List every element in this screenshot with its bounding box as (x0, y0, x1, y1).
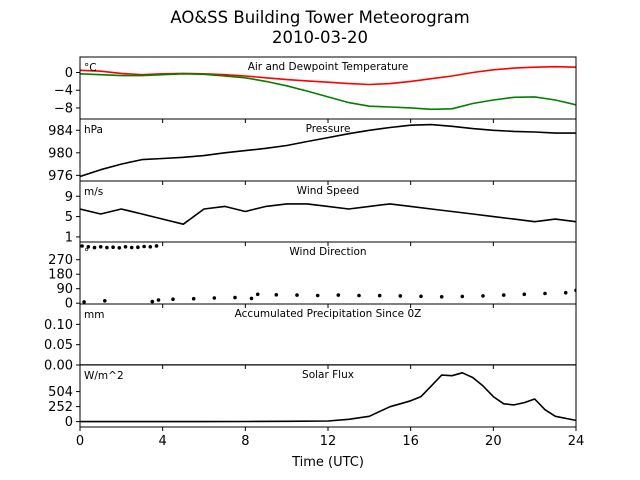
figure-subtitle: 2010-03-20 (272, 28, 368, 47)
y-tick-label: 504 (48, 385, 73, 400)
y-tick-label: 0 (65, 297, 73, 312)
panel-4-point (377, 293, 382, 298)
panel-4-point (543, 291, 547, 296)
panel-5-unit-label: mm (84, 309, 104, 321)
y-tick-label: −4 (54, 84, 73, 99)
panel-1-title: Air and Dewpoint Temperature (248, 61, 409, 73)
panel-4-point (171, 297, 175, 302)
panel-4-point (154, 244, 159, 248)
y-tick-label: 180 (48, 268, 73, 283)
panel-4-point (103, 299, 107, 303)
panel-4-point (398, 294, 403, 298)
panel-4-point (86, 245, 91, 249)
panel-1-unit-label: °C (84, 62, 97, 74)
panel-4-point (481, 294, 485, 298)
x-tick-label: 20 (485, 434, 502, 449)
panel-4-point (460, 294, 465, 299)
panel-2: 984 980 976 hPa Pressure (48, 118, 577, 185)
panel-4-point (80, 244, 84, 248)
y-tick-label: 0.00 (44, 359, 73, 374)
panel-3-unit-label: m/s (84, 186, 103, 198)
panel-4-point (123, 245, 128, 249)
panel-4-point (142, 244, 146, 249)
panel-5-title: Accumulated Precipitation Since 0Z (235, 308, 422, 320)
panel-4-unit-label: ° (84, 247, 89, 259)
panel-4-point (156, 298, 161, 302)
y-tick-label: 0.10 (44, 318, 73, 333)
panel-4-point (315, 293, 320, 298)
panel-4-point (111, 245, 115, 249)
panel-1-series-line (80, 73, 576, 111)
y-tick-label: 984 (48, 124, 73, 139)
panel-4-point (522, 292, 527, 297)
panel-4-title: Wind Direction (289, 246, 366, 258)
y-tick-label: 252 (48, 400, 73, 415)
panel-3: 9 5 1 m/s Wind Speed (65, 180, 577, 246)
panel-4-point (136, 245, 140, 249)
panel-4-point (92, 245, 97, 250)
panel-4-point (233, 295, 237, 300)
x-tick-label: 8 (241, 434, 249, 449)
x-tick-label: 16 (402, 434, 419, 449)
y-tick-label: 976 (48, 169, 73, 184)
panel-1: 0 −4 −8 °C Air and Dewpoint Temperature (54, 56, 577, 123)
panel-4-point (148, 245, 153, 249)
panel-4-point (336, 293, 341, 297)
panel-4-point (274, 293, 279, 297)
panel-4-point (212, 296, 217, 300)
panel-2-series-line (80, 123, 576, 178)
y-tick-label: −8 (54, 101, 73, 116)
panel-4-point (129, 245, 134, 250)
panel-4-point (82, 300, 86, 304)
y-tick-label: 270 (48, 253, 73, 268)
y-tick-label: 0.05 (44, 338, 73, 353)
panel-4-point (419, 294, 423, 299)
panel-3-series-line (80, 203, 576, 225)
panel-6-unit-label: W/m^2 (84, 370, 124, 382)
panel-4-point (501, 293, 506, 297)
x-tick-label: 4 (159, 434, 167, 449)
panel-4-point (255, 292, 260, 297)
y-tick-label: 5 (65, 210, 73, 225)
panel-2-title: Pressure (306, 123, 351, 135)
panel-4-point (117, 246, 122, 250)
y-tick-label: 0 (65, 415, 73, 430)
y-tick-label: 0 (65, 66, 73, 81)
x-tick-label: 0 (76, 434, 84, 449)
x-tick-label: 24 (568, 434, 585, 449)
panel-6-series-line (80, 372, 576, 423)
panel-4-point (249, 296, 254, 301)
x-axis-label: Time (UTC) (291, 455, 364, 470)
panel-4-point (98, 245, 103, 249)
panel-4-point (191, 296, 196, 301)
x-tick-label: 12 (320, 434, 337, 449)
panel-5: 0.10 0.05 0.00 mm Accumulated Precipitation … (44, 303, 577, 374)
figure-title: AO&SS Building Tower Meteorogram (170, 8, 470, 27)
panel-3-title: Wind Speed (297, 185, 360, 197)
panel-4-point (563, 290, 568, 295)
panel-4-point (439, 295, 444, 299)
y-tick-label: 1 (65, 230, 73, 245)
panel-4-point (105, 245, 109, 250)
y-tick-label: 980 (48, 146, 73, 161)
y-tick-label: 9 (65, 190, 73, 205)
panel-4-point (357, 293, 361, 298)
y-tick-label: 90 (56, 282, 73, 297)
panel-1-series-line (80, 65, 576, 86)
panel-4-point (295, 293, 299, 297)
panel-2-unit-label: hPa (84, 124, 103, 136)
panel-4-point (150, 299, 155, 304)
panel-6-title: Solar Flux (302, 369, 354, 381)
